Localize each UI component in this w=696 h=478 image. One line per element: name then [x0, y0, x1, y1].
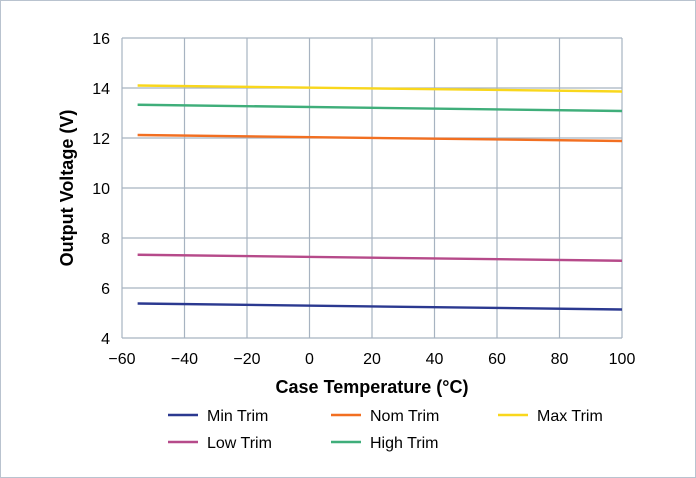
- series-line-max-trim: [137, 84, 623, 93]
- y-tick-label: 16: [92, 31, 110, 48]
- series-line-nom-trim: [137, 133, 623, 143]
- x-tick-label: 20: [363, 351, 381, 368]
- legend: Min Trim Nom Trim Max Trim Low Trim High Tri…: [168, 408, 603, 452]
- legend-label-high-trim: High Trim: [370, 435, 438, 452]
- x-tick-label: 60: [488, 351, 506, 368]
- y-tick-label: 10: [92, 181, 110, 198]
- y-tick-label: 6: [101, 281, 110, 298]
- x-tick-label: 80: [551, 351, 569, 368]
- y-tick-label: 4: [101, 331, 110, 348]
- y-tick-label: 14: [92, 81, 110, 98]
- x-tick-labels: −60 −40 −20 0 20 40 60 80 100: [108, 351, 635, 368]
- x-tick-label: −40: [171, 351, 198, 368]
- legend-label-min-trim: Min Trim: [207, 408, 268, 425]
- y-tick-label: 12: [92, 131, 110, 148]
- x-tick-label: −60: [108, 351, 135, 368]
- legend-label-max-trim: Max Trim: [537, 408, 603, 425]
- y-tick-label: 8: [101, 231, 110, 248]
- legend-label-low-trim: Low Trim: [207, 435, 272, 452]
- series-line-low-trim: [137, 253, 623, 262]
- series-line-high-trim: [137, 103, 623, 113]
- series-lines: [137, 84, 623, 311]
- x-tick-label: 0: [305, 351, 314, 368]
- x-tick-label: 100: [609, 351, 636, 368]
- x-axis-title: Case Temperature (°C): [276, 377, 469, 397]
- x-tick-label: 40: [426, 351, 444, 368]
- x-tick-label: −20: [233, 351, 260, 368]
- legend-label-nom-trim: Nom Trim: [370, 408, 439, 425]
- y-axis-title: Output Voltage (V): [57, 110, 77, 267]
- series-line-min-trim: [137, 302, 623, 311]
- y-tick-labels: 4 6 8 10 12 14 16: [92, 31, 110, 348]
